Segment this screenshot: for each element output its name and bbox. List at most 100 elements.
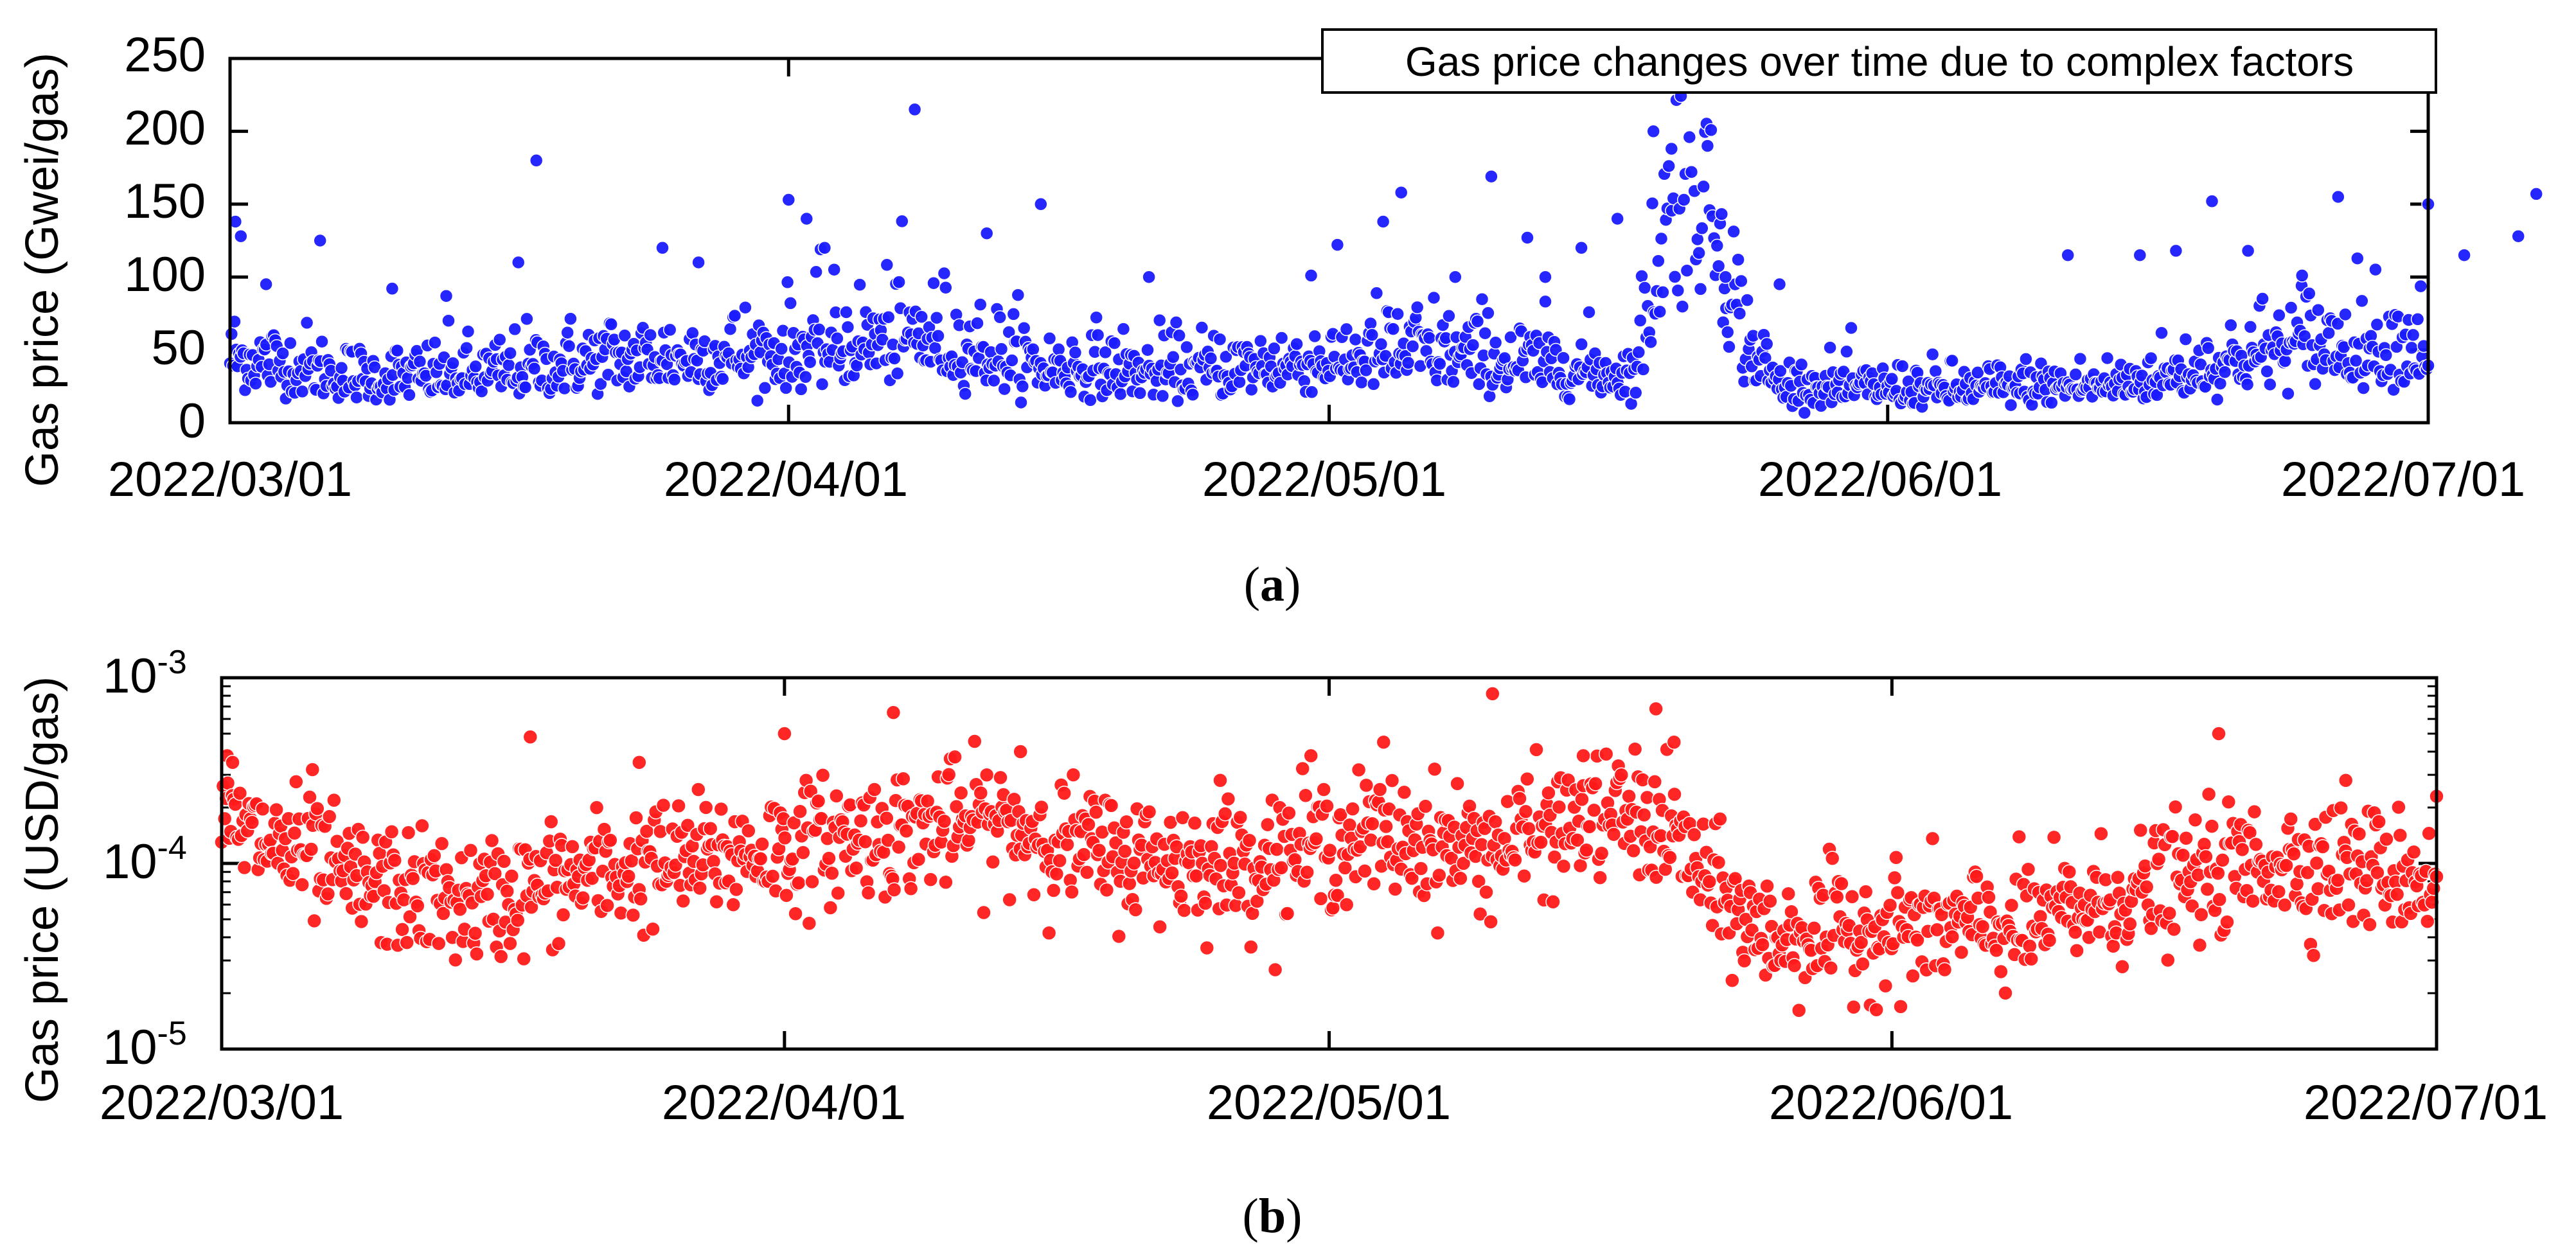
data-point bbox=[562, 339, 576, 353]
y-tick-label-a: 150 bbox=[124, 174, 206, 229]
data-point bbox=[910, 852, 927, 867]
data-point bbox=[468, 359, 483, 374]
data-point bbox=[1834, 876, 1849, 892]
data-point bbox=[2151, 851, 2167, 867]
data-point bbox=[1446, 375, 1461, 389]
data-point bbox=[780, 275, 795, 290]
data-point bbox=[1328, 872, 1344, 888]
data-point bbox=[812, 322, 826, 337]
data-point bbox=[1281, 805, 1297, 821]
data-point bbox=[2281, 386, 2295, 401]
data-point bbox=[887, 351, 902, 366]
data-point bbox=[2133, 822, 2149, 838]
data-point bbox=[1186, 387, 1200, 402]
data-point bbox=[1635, 269, 1649, 283]
data-point bbox=[1374, 337, 1389, 351]
data-point bbox=[1089, 310, 1103, 324]
data-point bbox=[2041, 932, 2057, 948]
data-point bbox=[896, 771, 911, 786]
data-point bbox=[1232, 809, 1248, 826]
data-point bbox=[1426, 290, 1441, 305]
data-point bbox=[493, 949, 509, 964]
data-point bbox=[643, 328, 657, 342]
data-point bbox=[2309, 855, 2325, 871]
data-point bbox=[2271, 884, 2287, 899]
data-point bbox=[2330, 872, 2346, 888]
data-point bbox=[1304, 269, 1319, 283]
data-point bbox=[385, 281, 400, 296]
data-point bbox=[1610, 211, 1624, 226]
data-point bbox=[2211, 726, 2226, 741]
data-point bbox=[1551, 799, 1567, 815]
data-point bbox=[1180, 340, 1194, 355]
data-point bbox=[2246, 804, 2262, 820]
data-point bbox=[1759, 337, 1774, 351]
data-point bbox=[857, 834, 873, 850]
data-point bbox=[1011, 288, 1026, 302]
data-point bbox=[1823, 960, 1839, 976]
data-point bbox=[2300, 865, 2315, 881]
data-point bbox=[625, 907, 641, 923]
data-point bbox=[2350, 251, 2365, 265]
data-point bbox=[474, 384, 489, 398]
data-point bbox=[1376, 215, 1390, 229]
data-point bbox=[1244, 382, 1259, 397]
data-point bbox=[1083, 393, 1097, 407]
data-point bbox=[2277, 897, 2293, 913]
data-point bbox=[1893, 999, 1908, 1014]
data-point bbox=[1773, 364, 1788, 378]
data-point bbox=[1366, 876, 1381, 892]
data-point bbox=[1692, 246, 1706, 260]
data-point bbox=[543, 814, 559, 829]
data-point bbox=[1470, 314, 1485, 328]
data-point bbox=[723, 322, 738, 336]
data-point bbox=[1755, 937, 1770, 953]
data-point bbox=[1479, 884, 1494, 900]
data-point bbox=[510, 912, 526, 928]
data-point bbox=[2305, 948, 2322, 963]
data-point bbox=[1651, 254, 1666, 268]
data-point bbox=[804, 874, 820, 890]
data-point bbox=[860, 885, 876, 901]
data-point bbox=[2221, 794, 2237, 810]
data-point bbox=[1002, 325, 1016, 339]
data-point bbox=[2166, 921, 2182, 937]
data-point bbox=[1455, 856, 1471, 871]
data-point bbox=[350, 390, 364, 405]
data-point bbox=[2302, 287, 2316, 301]
data-point bbox=[551, 936, 567, 951]
data-point bbox=[1433, 357, 1447, 371]
data-point bbox=[2224, 318, 2238, 332]
data-point bbox=[848, 860, 864, 876]
data-point bbox=[1426, 761, 1443, 777]
data-point bbox=[801, 915, 817, 931]
data-point bbox=[2022, 938, 2038, 954]
data-point bbox=[1220, 791, 1236, 807]
data-point bbox=[2243, 320, 2258, 334]
data-point bbox=[993, 310, 1007, 324]
data-point bbox=[2137, 858, 2153, 874]
data-point bbox=[326, 792, 342, 808]
data-point bbox=[306, 913, 322, 929]
data-point bbox=[2289, 876, 2305, 892]
data-point bbox=[315, 334, 329, 349]
data-point bbox=[2165, 829, 2180, 844]
data-point bbox=[287, 826, 303, 841]
data-point bbox=[503, 346, 517, 360]
data-point bbox=[2351, 826, 2367, 842]
data-point bbox=[1386, 322, 1400, 336]
data-point bbox=[662, 322, 677, 337]
data-point bbox=[529, 154, 544, 168]
data-point bbox=[1504, 330, 1518, 344]
data-point bbox=[1606, 826, 1622, 842]
scatter-points-a bbox=[223, 62, 2543, 420]
data-point bbox=[508, 322, 522, 337]
data-point bbox=[667, 373, 682, 387]
data-point bbox=[633, 891, 648, 907]
data-point bbox=[1267, 962, 1283, 978]
data-point bbox=[1823, 340, 1837, 355]
data-point bbox=[2421, 826, 2437, 842]
data-point bbox=[1538, 270, 1552, 284]
data-point bbox=[686, 326, 700, 340]
data-point bbox=[1710, 238, 1725, 253]
